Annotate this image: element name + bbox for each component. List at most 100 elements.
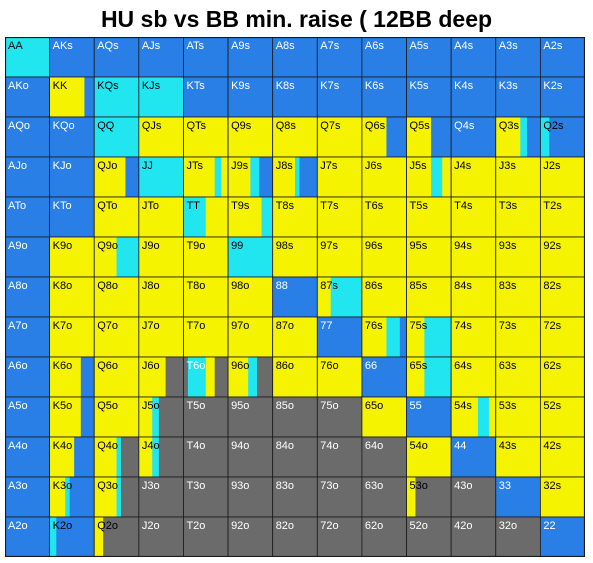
hand-cell-K4s: K4s	[450, 76, 497, 118]
hand-label: J2o	[142, 520, 160, 532]
hand-label: 84s	[454, 280, 472, 292]
hand-cell-22: 22	[539, 516, 585, 557]
hand-cell-fill	[259, 157, 273, 197]
hand-cell-fill	[361, 277, 407, 317]
hand-label: Q4o	[97, 440, 118, 452]
hand-cell-K2o: K2o	[49, 516, 95, 557]
hand-cell-fill	[94, 277, 140, 317]
hand-cell-T2s: T2s	[539, 196, 585, 238]
hand-cell-fill	[317, 357, 363, 397]
hand-label: 96o	[231, 360, 249, 372]
hand-cell-J9s: J9s	[227, 156, 274, 198]
hand-label: KQs	[97, 80, 119, 92]
hand-cell-fill	[94, 397, 140, 437]
hand-cell-fill	[228, 357, 249, 397]
hand-label: K8s	[276, 80, 295, 92]
hand-cell-fill	[431, 157, 443, 197]
hand-label: Q4s	[454, 120, 475, 132]
hand-cell-fill	[317, 117, 363, 157]
hand-label: QTo	[97, 200, 117, 212]
hand-cell-KQo: KQo	[49, 116, 95, 158]
hand-label: 94o	[231, 440, 249, 452]
hand-cell-J4o: J4o	[138, 436, 184, 478]
hand-cell-fill	[5, 317, 50, 357]
hand-cell-62o: 62o	[361, 516, 407, 557]
hand-cell-T8s: T8s	[272, 196, 318, 238]
hand-cell-J3s: J3s	[495, 156, 541, 198]
hand-label: J3o	[142, 480, 160, 492]
hand-cell-fill	[272, 77, 318, 117]
hand-cell-fill	[94, 517, 104, 557]
hand-label: KJo	[53, 160, 72, 172]
hand-cell-fill	[451, 197, 497, 237]
hand-label: J7o	[142, 320, 160, 332]
hand-cell-fill	[5, 517, 50, 557]
hand-label: 52s	[543, 400, 561, 412]
hand-label: 83s	[499, 280, 517, 292]
hand-cell-T2o: T2o	[183, 516, 229, 557]
hand-cell-fill	[5, 117, 50, 157]
hand-cell-J7o: J7o	[138, 316, 184, 358]
hand-cell-KJs: KJs	[138, 76, 184, 118]
hand-cell-fill	[183, 397, 229, 437]
hand-cell-fill	[406, 357, 425, 397]
hand-cell-KJo: KJo	[49, 156, 95, 198]
hand-cell-fill	[49, 197, 95, 237]
hand-cell-76o: 76o	[316, 356, 363, 398]
hand-cell-A4o: A4o	[5, 436, 51, 478]
hand-cell-33: 33	[495, 476, 541, 518]
hand-cell-TT: TT	[183, 196, 229, 238]
hand-cell-32o: 32o	[495, 516, 541, 557]
hand-cell-A9o: A9o	[5, 236, 51, 278]
hand-cell-44: 44	[450, 436, 497, 478]
hand-cell-K6o: K6o	[49, 356, 95, 398]
hand-cell-fill	[257, 357, 273, 397]
hand-cell-fill	[214, 357, 229, 397]
hand-label: 96s	[365, 240, 383, 252]
hand-label: K6s	[365, 80, 384, 92]
hand-cell-42o: 42o	[450, 516, 497, 557]
hand-cell-fill	[228, 477, 273, 517]
hand-cell-82o: 82o	[272, 516, 318, 557]
hand-cell-43s: 43s	[495, 436, 541, 478]
hand-cell-KTs: KTs	[183, 76, 229, 118]
hand-cell-K5o: K5o	[49, 396, 95, 438]
hand-cell-85o: 85o	[272, 396, 318, 438]
hand-cell-fill	[84, 77, 95, 117]
hand-label: K7o	[53, 320, 73, 332]
hand-cell-fill	[540, 517, 585, 557]
hand-cell-fill	[49, 317, 95, 357]
hand-label: J8s	[276, 160, 294, 172]
hand-cell-fill	[272, 437, 318, 477]
hand-cell-A8o: A8o	[5, 276, 51, 318]
hand-cell-fill	[5, 397, 50, 437]
hand-label: 73s	[499, 320, 517, 332]
hand-label: 83o	[276, 480, 294, 492]
hand-cell-fill	[495, 37, 541, 77]
hand-label: 72s	[543, 320, 561, 332]
hand-cell-fill	[228, 37, 273, 77]
hand-cell-Q6s: Q6s	[361, 116, 407, 158]
hand-label: A9o	[8, 240, 28, 252]
hand-cell-fill	[406, 117, 432, 157]
hand-label: AKs	[53, 40, 74, 52]
hand-cell-fill	[183, 517, 229, 557]
hand-cell-Q3o: Q3o	[93, 476, 140, 518]
hand-cell-fill	[295, 157, 300, 197]
hand-label: A5o	[8, 400, 28, 412]
hand-label: JTo	[142, 200, 159, 212]
hand-label: T2s	[543, 200, 562, 212]
hand-cell-ATo: ATo	[5, 196, 51, 238]
hand-cell-fill	[540, 397, 585, 437]
hand-cell-T9o: T9o	[183, 236, 229, 278]
hand-cell-fill	[138, 77, 184, 117]
hand-label: 95o	[231, 400, 249, 412]
hand-cell-AJo: AJo	[5, 156, 51, 198]
hand-cell-fill	[94, 117, 140, 157]
hand-label: 54o	[410, 440, 428, 452]
hand-cell-fill	[272, 517, 318, 557]
hand-cell-ATs: ATs	[183, 37, 229, 78]
hand-cell-T5s: T5s	[406, 196, 452, 238]
hand-label: 63s	[499, 360, 517, 372]
hand-cell-AQs: AQs	[93, 37, 140, 78]
